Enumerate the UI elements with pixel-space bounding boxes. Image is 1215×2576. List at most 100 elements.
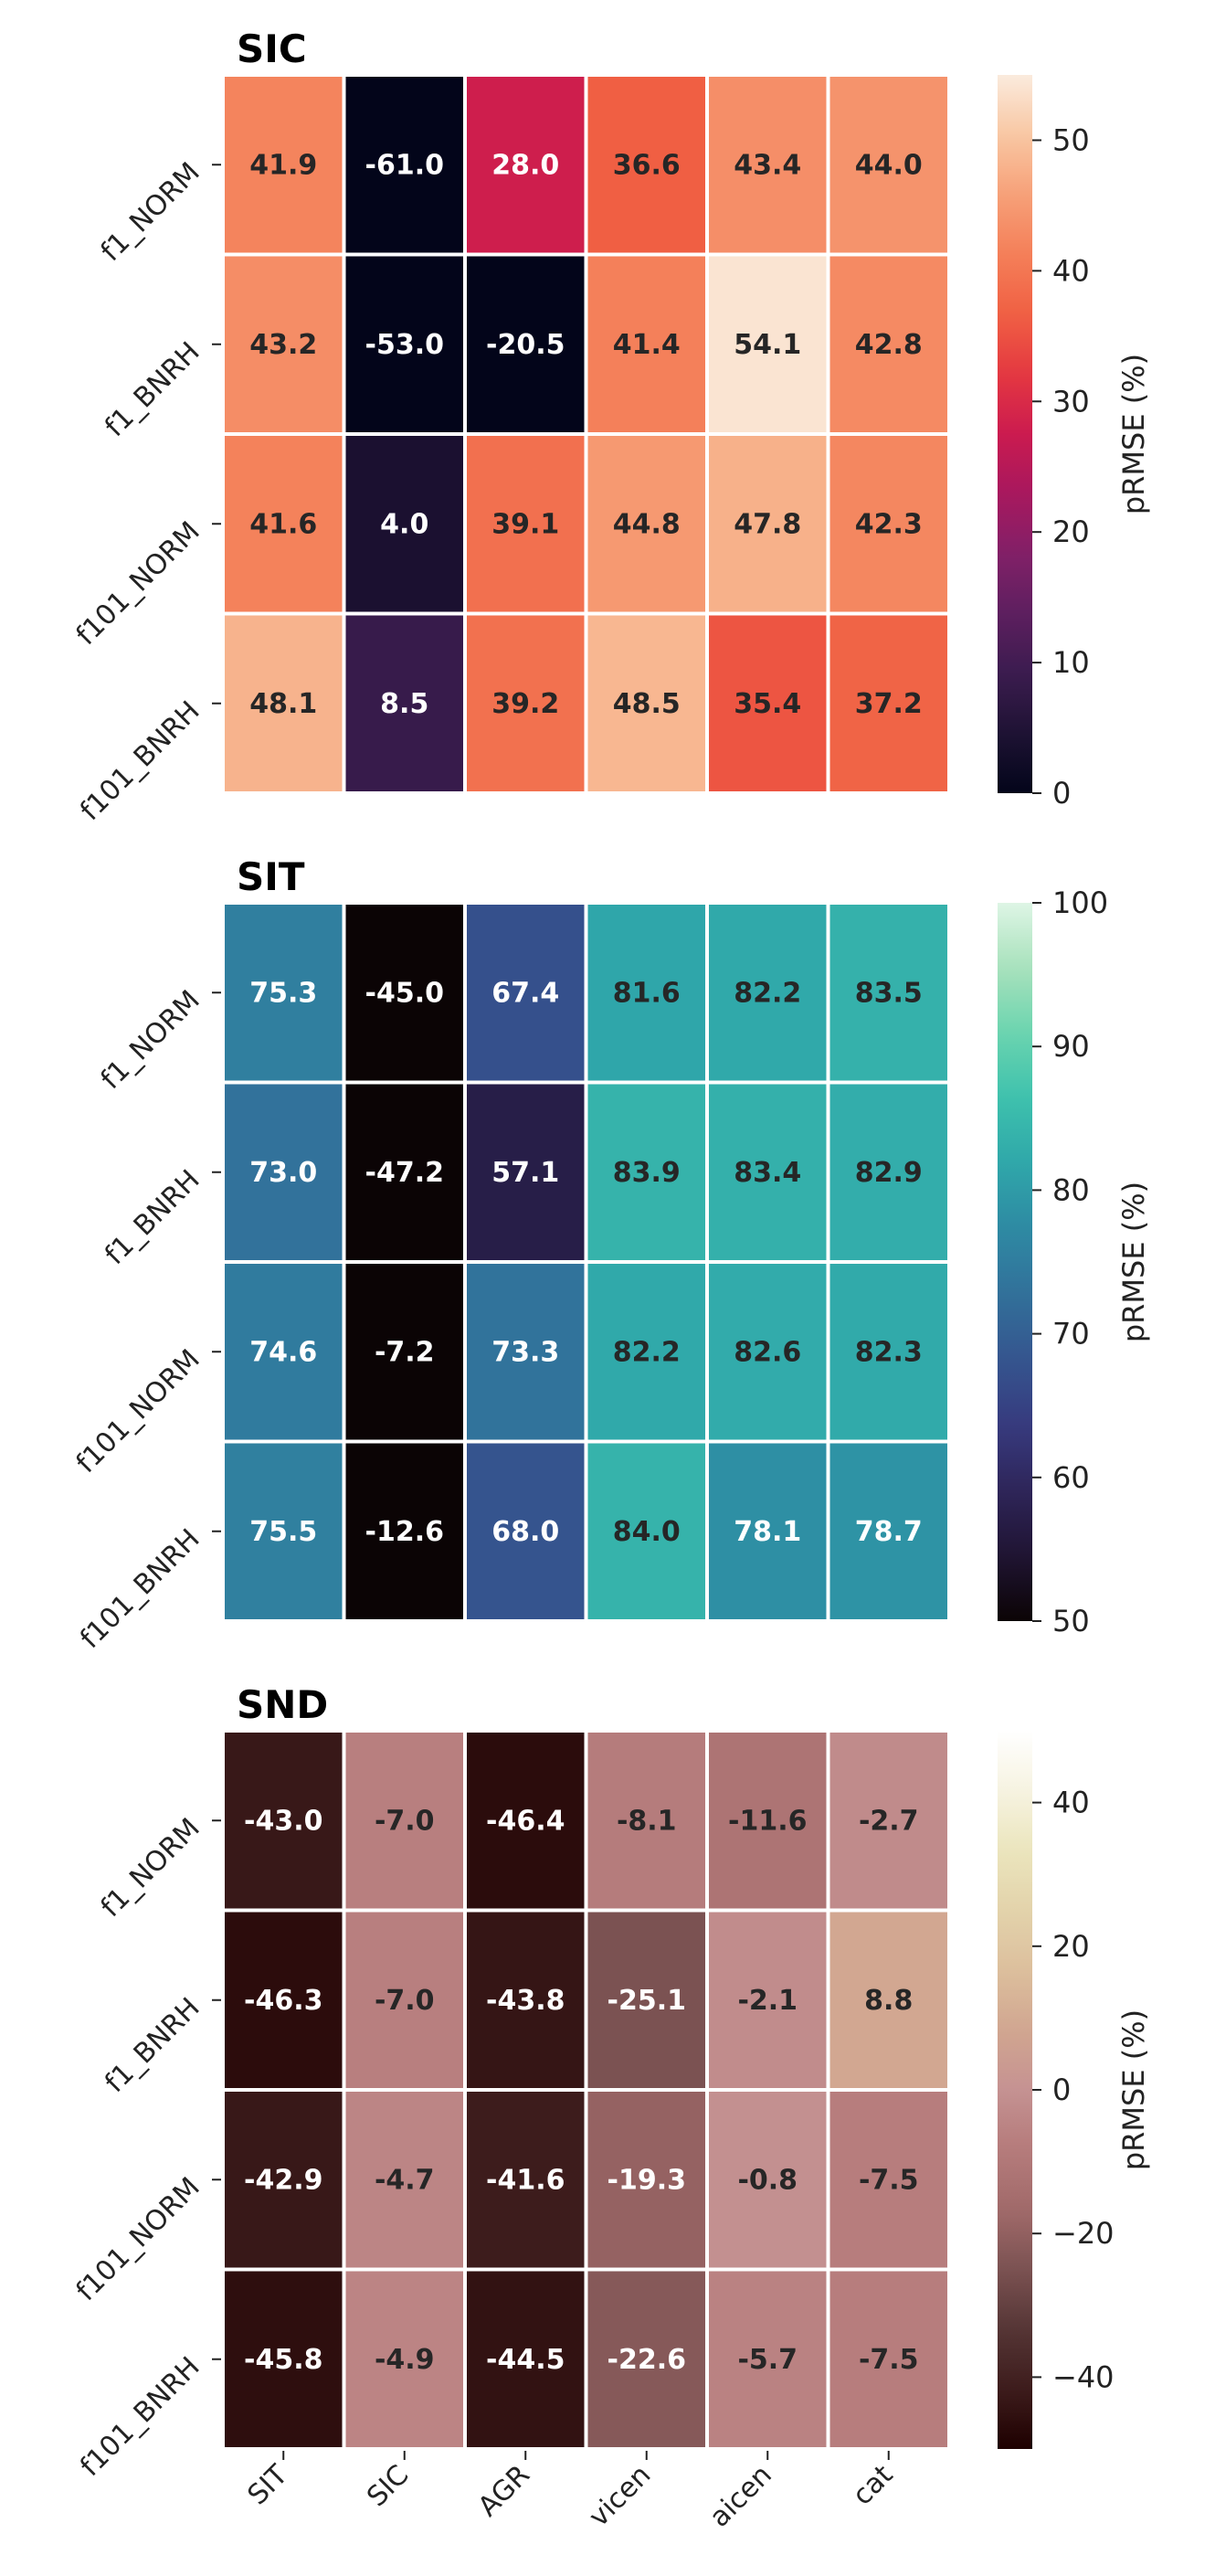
colorbar-tick-label: 0 xyxy=(1052,776,1071,811)
heatmap-cell xyxy=(221,1908,346,2092)
cell-value-label: 83.4 xyxy=(734,1157,801,1189)
heatmap-cell xyxy=(221,611,346,795)
cell-value-label: 41.6 xyxy=(249,508,317,540)
cell-value-label: -47.2 xyxy=(365,1157,444,1189)
cell-value-label: -19.3 xyxy=(608,2164,686,2196)
cell-value-label: 39.2 xyxy=(491,688,559,720)
heatmap-cell xyxy=(705,1439,830,1623)
heatmap-cell xyxy=(221,2267,346,2451)
cell-value-label: -0.8 xyxy=(737,2164,798,2196)
cell-value-label: -45.0 xyxy=(365,977,444,1009)
cell-value-label: -4.9 xyxy=(375,2344,435,2376)
colorbar xyxy=(998,1731,1032,2449)
cell-value-label: 36.6 xyxy=(613,149,681,181)
cell-value-label: 41.4 xyxy=(613,329,681,361)
heatmap-cell xyxy=(705,2088,830,2272)
cell-value-label: 74.6 xyxy=(249,1336,317,1368)
heatmap-cell xyxy=(342,2088,467,2272)
cell-value-label: -46.3 xyxy=(244,1985,322,2017)
colorbar-tick-label: 50 xyxy=(1052,1604,1090,1638)
cell-value-label: -44.5 xyxy=(486,2344,565,2376)
cell-value-label: -43.8 xyxy=(486,1985,565,2017)
heatmap-cell xyxy=(342,432,467,616)
cell-value-label: -7.5 xyxy=(859,2344,919,2376)
colorbar-tick-label: 100 xyxy=(1052,885,1108,920)
cell-value-label: 57.1 xyxy=(491,1157,559,1189)
heatmap-cell xyxy=(342,252,467,436)
row-label: f1_BNRH xyxy=(99,336,206,443)
cell-value-label: 43.2 xyxy=(249,329,317,361)
panel-title-1: SIT xyxy=(237,854,305,899)
heatmap-cell xyxy=(342,73,467,257)
colorbar-tick-label: 40 xyxy=(1052,253,1090,288)
row-label: f101_BNRH xyxy=(74,1523,206,1655)
cell-value-label: -2.1 xyxy=(737,1985,798,2017)
heatmap-cell xyxy=(584,1260,709,1444)
heatmap-cell xyxy=(826,1260,951,1444)
heatmap-cell xyxy=(826,1439,951,1623)
cell-value-label: 48.5 xyxy=(613,688,681,720)
panel-title-0: SIC xyxy=(237,27,307,71)
cell-value-label: 82.2 xyxy=(613,1336,681,1368)
cell-value-label: -46.4 xyxy=(486,1805,565,1837)
cell-value-label: -11.6 xyxy=(728,1805,807,1837)
heatmap-cell xyxy=(463,611,588,795)
colorbar-label: pRMSE (%) xyxy=(1116,2009,1151,2170)
cell-value-label: -8.1 xyxy=(617,1805,677,1837)
cell-value-label: 83.5 xyxy=(855,977,923,1009)
cell-value-label: -2.7 xyxy=(859,1805,919,1837)
cell-value-label: 82.9 xyxy=(855,1157,923,1189)
row-label: f101_BNRH xyxy=(74,2351,206,2483)
row-label: f1_NORM xyxy=(95,156,206,268)
cell-value-label: -61.0 xyxy=(365,149,444,181)
colorbar-tick-label: −20 xyxy=(1052,2216,1115,2251)
colorbar-tick-label: 90 xyxy=(1052,1029,1090,1064)
cell-value-label: 68.0 xyxy=(491,1516,559,1548)
cell-value-label: 83.9 xyxy=(613,1157,681,1189)
heatmap-cell xyxy=(342,2267,467,2451)
heatmap-cell xyxy=(705,432,830,616)
cell-value-label: 82.2 xyxy=(734,977,801,1009)
row-label: f1_BNRH xyxy=(99,1164,206,1271)
heatmap-cell xyxy=(584,1908,709,2092)
colorbar-tick-label: 0 xyxy=(1052,2072,1071,2107)
heatmap-cell xyxy=(221,73,346,257)
row-label: f101_NORM xyxy=(70,515,206,652)
cell-value-label: 42.3 xyxy=(855,508,923,540)
column-label: vicen xyxy=(583,2459,657,2533)
heatmap-cell xyxy=(221,901,346,1085)
colorbar-tick-label: 60 xyxy=(1052,1460,1090,1495)
cell-value-label: 75.3 xyxy=(249,977,317,1009)
heatmap-cell xyxy=(463,901,588,1085)
heatmap-cell xyxy=(826,2088,951,2272)
heatmap-cell xyxy=(463,1080,588,1264)
column-label: cat xyxy=(847,2459,900,2512)
colorbar-tick-label: 80 xyxy=(1052,1172,1090,1207)
column-label: SIT xyxy=(241,2458,294,2511)
cell-value-label: -12.6 xyxy=(365,1516,444,1548)
cell-value-label: -7.0 xyxy=(375,1985,435,2017)
heatmap-cell xyxy=(584,1439,709,1623)
heatmap-cell xyxy=(826,73,951,257)
column-label: SIC xyxy=(361,2459,415,2513)
cell-value-label: 73.0 xyxy=(249,1157,317,1189)
heatmap-cell xyxy=(826,2267,951,2451)
heatmap-cell xyxy=(584,2088,709,2272)
panel-title-2: SND xyxy=(237,1682,328,1727)
colorbar-tick-label: 30 xyxy=(1052,384,1090,419)
cell-value-label: -4.7 xyxy=(375,2164,435,2196)
colorbar-tick-label: 20 xyxy=(1052,1929,1090,1964)
cell-value-label: 82.3 xyxy=(855,1336,923,1368)
colorbar xyxy=(998,75,1032,793)
heatmap-cell xyxy=(705,2267,830,2451)
cell-value-label: 8.8 xyxy=(864,1985,913,2017)
heatmap-cell xyxy=(342,611,467,795)
heatmap-cell xyxy=(342,1260,467,1444)
cell-value-label: 37.2 xyxy=(855,688,923,720)
colorbar-tick-label: 40 xyxy=(1052,1786,1090,1820)
heatmap-cell xyxy=(342,1729,467,1913)
cell-value-label: -7.2 xyxy=(375,1336,435,1368)
row-label: f101_NORM xyxy=(70,2171,206,2307)
cell-value-label: 67.4 xyxy=(491,977,559,1009)
heatmap-cell xyxy=(826,611,951,795)
